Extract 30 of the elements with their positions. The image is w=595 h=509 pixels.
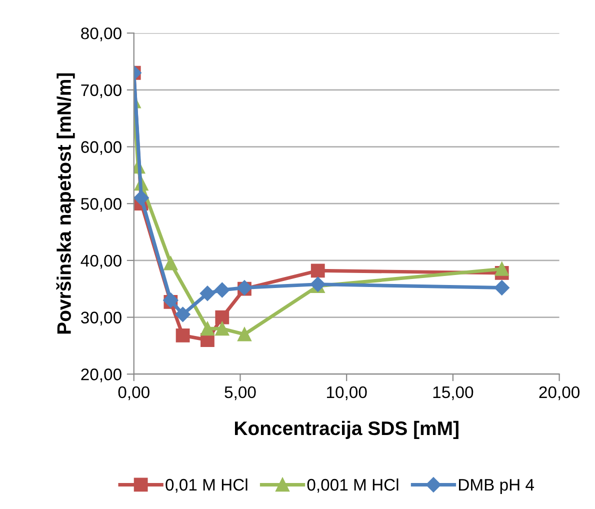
point xyxy=(176,328,190,342)
x-tick-label: 5,00 xyxy=(224,386,256,400)
y-tick-label: 30,00 xyxy=(81,312,122,326)
point xyxy=(200,322,214,336)
point xyxy=(175,306,190,322)
y-tick-label: 60,00 xyxy=(81,141,122,155)
y-axis-title: Površinska napetost [mN/m] xyxy=(56,73,75,334)
y-tick-label: 70,00 xyxy=(81,84,122,98)
x-axis-title: Koncentracija SDS [mM] xyxy=(234,420,458,440)
legend-label: 0,01 M HCl xyxy=(166,478,248,493)
point xyxy=(494,280,510,296)
x-tick-label: 10,00 xyxy=(327,386,367,400)
point xyxy=(310,264,325,278)
point xyxy=(215,310,230,324)
y-tick-label: 20,00 xyxy=(81,368,122,382)
y-tick-label: 50,00 xyxy=(81,198,122,212)
point xyxy=(214,282,230,298)
y-tick-label: 40,00 xyxy=(80,254,122,269)
point xyxy=(238,327,252,342)
x-tick-label: 0,00 xyxy=(118,386,150,400)
x-tick-label: 15,00 xyxy=(433,386,474,400)
point xyxy=(134,190,149,206)
legend-label: 0,001 M HCl xyxy=(307,478,398,493)
point xyxy=(494,262,509,276)
legend-label: DMB pH 4 xyxy=(459,479,534,494)
point xyxy=(215,322,230,336)
point xyxy=(164,256,178,270)
y-tick-label: 80,00 xyxy=(81,27,122,42)
point xyxy=(200,286,216,301)
x-tick-label: 20,00 xyxy=(539,386,580,400)
